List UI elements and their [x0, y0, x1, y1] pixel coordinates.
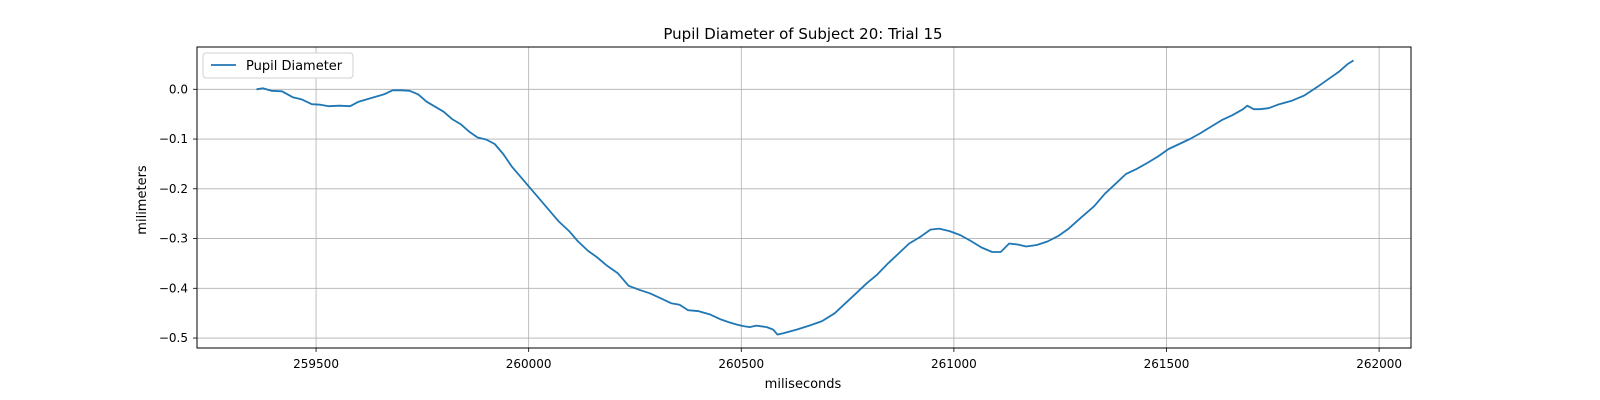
- axes-frame: [196, 46, 1412, 349]
- y-axis-label: milimeters: [135, 165, 150, 235]
- x-tick-label: 262000: [1356, 357, 1402, 371]
- y-tick-label: −0.1: [159, 132, 188, 146]
- y-axis-ticks: 0.0 −0.1 −0.2 −0.3 −0.4 −0.5: [159, 82, 197, 345]
- y-tick-label: −0.5: [159, 331, 188, 345]
- x-axis-label: miliseconds: [765, 377, 842, 392]
- grid-lines: [197, 47, 1411, 348]
- x-axis-ticks: 259500 260000 260500 261000 261500 262000: [293, 348, 1402, 371]
- y-tick-label: −0.2: [159, 182, 188, 196]
- x-tick-label: 261000: [931, 357, 977, 371]
- x-tick-label: 261500: [1144, 357, 1190, 371]
- y-tick-label: −0.3: [159, 232, 188, 246]
- x-tick-label: 260500: [718, 357, 764, 371]
- x-tick-label: 259500: [293, 357, 339, 371]
- x-tick-label: 260000: [506, 357, 552, 371]
- y-tick-label: −0.4: [159, 281, 188, 295]
- plot-lines: [256, 59, 1355, 336]
- chart-title: Pupil Diameter of Subject 20: Trial 15: [663, 25, 942, 43]
- y-tick-label: 0.0: [169, 82, 188, 96]
- legend-box: [202, 52, 354, 79]
- legend: Pupil Diameter: [202, 52, 354, 79]
- series-line-pupil-diameter: [256, 59, 1355, 336]
- legend-label: Pupil Diameter: [246, 59, 343, 74]
